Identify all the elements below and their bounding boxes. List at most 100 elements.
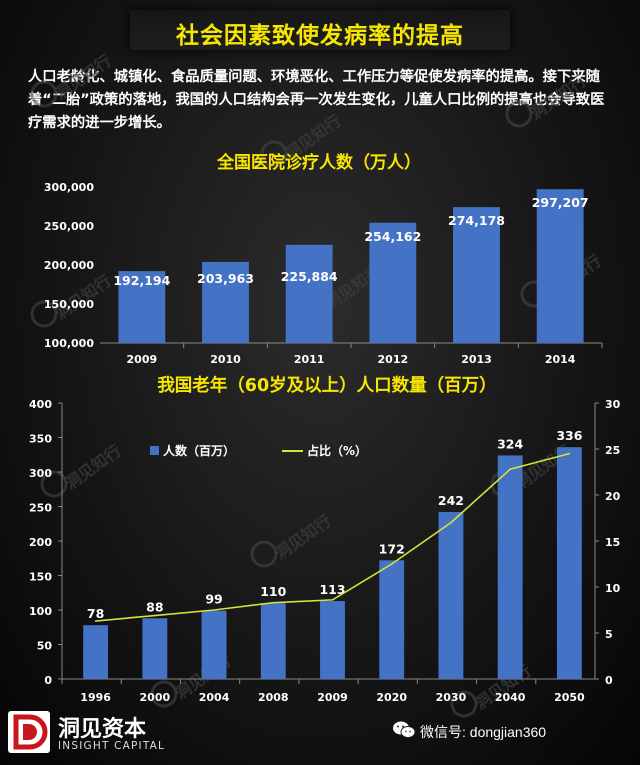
intro-paragraph: 人口老龄化、城镇化、食品质量问题、环境恶化、工作压力等促使发病率的提高。接下来随… [28, 69, 605, 131]
wechat-icon [393, 721, 416, 738]
chart2-y-ticks: 0 50 100 150 200 250 300 350 400 0 5 10 15 20 25 30 [29, 398, 621, 687]
chart2-value-label: 78 [87, 606, 104, 621]
chart1-value-label: 297,207 [532, 195, 589, 210]
legend-bar-swatch [150, 446, 159, 455]
chart1-x-tick-label: 2013 [461, 353, 492, 366]
chart2-x-tick-label: 2004 [199, 691, 230, 704]
chart2-left-tick-label: 300 [29, 467, 52, 480]
chart2-line-point [94, 620, 97, 622]
chart1-value-label: 203,963 [197, 271, 254, 286]
chart2-line-point [509, 468, 511, 471]
chart2-line-point [213, 609, 215, 611]
legend-bar-label: 人数（百万） [163, 443, 235, 458]
chart2-bar [320, 601, 345, 679]
chart2-left-tick-label: 400 [29, 398, 52, 411]
chart1-x-tick-label: 2010 [210, 353, 241, 366]
watermark-text: 洞见知行 [271, 511, 334, 563]
chart2-line-point [331, 599, 334, 601]
chart1-y-tick-label: 300,000 [44, 181, 94, 194]
chart1-x-ticks: 2009 2010 2011 2012 2013 2014 [127, 343, 603, 366]
chart1-y-tick-label: 100,000 [44, 337, 94, 350]
chart1-x-tick-label: 2012 [378, 353, 409, 366]
chart2-value-label: 110 [260, 584, 286, 599]
chart2-x-tick-label: 1996 [80, 691, 111, 704]
chart2-bar [497, 455, 523, 679]
chart1-bar [202, 261, 249, 343]
chart2-right-tick-label: 25 [605, 444, 620, 457]
chart2-left-tick-label: 0 [44, 674, 52, 687]
chart2-value-label: 99 [205, 592, 222, 607]
chart-hospital-visits: 全国医院诊疗人数（万人） 192,194 203,963 225,884 254,16… [44, 152, 603, 366]
brand-name: 洞见资本 [58, 717, 147, 742]
chart2-x-ticks: 1996 2000 2004 2008 2009 2020 2030 2040 2050 [61, 679, 585, 704]
chart2-left-tick-label: 200 [29, 536, 52, 549]
chart2-x-tick-label: 2030 [436, 691, 467, 704]
watermark-icon [30, 300, 58, 328]
chart2-bar [201, 610, 227, 679]
title-banner: 社会因素致使发病率的提高 [130, 10, 510, 50]
chart1-value-label: 225,884 [281, 269, 338, 284]
chart2-bar [556, 447, 582, 679]
chart1-bar [118, 271, 166, 343]
brand-logo-icon [13, 714, 48, 750]
watermark-icon [150, 680, 178, 708]
chart1-value-label: 274,178 [448, 213, 505, 228]
chart2-left-tick-label: 250 [29, 502, 52, 515]
chart2-legend: 人数（百万） 占比（%） [150, 443, 367, 458]
wechat-id: 微信号: dongjian360 [420, 724, 547, 740]
chart2-x-tick-label: 2008 [258, 691, 289, 704]
chart2-left-tick-label: 100 [29, 605, 52, 618]
chart1-y-tick-label: 200,000 [44, 259, 94, 272]
chart1-bar [536, 189, 584, 343]
chart2-line-point [154, 614, 156, 617]
chart2-line-point [390, 563, 393, 565]
watermark-text: 洞见知行 [61, 441, 124, 493]
chart1-bar [285, 244, 333, 343]
chart1-y-ticks: 100,000 150,000 200,000 250,000 300,000 [44, 181, 94, 350]
chart1-bar [369, 222, 417, 343]
chart2-line-point [568, 452, 571, 455]
chart2-right-tick-label: 15 [605, 536, 620, 549]
chart2-right-tick-label: 20 [605, 490, 621, 503]
chart2-value-label: 88 [146, 599, 163, 614]
chart2-bar [83, 625, 109, 679]
chart2-value-label: 172 [379, 541, 405, 556]
watermark-icon [260, 140, 288, 168]
chart2-left-tick-label: 50 [37, 640, 53, 653]
chart2-x-tick-label: 2020 [376, 691, 407, 704]
chart2-bar [260, 603, 286, 679]
chart2-line-point [450, 521, 452, 524]
chart1-y-tick-label: 250,000 [44, 220, 94, 233]
chart2-x-tick-label: 2040 [495, 691, 526, 704]
chart2-right-tick-label: 0 [605, 674, 613, 687]
watermark-text: 洞见知行 [51, 51, 114, 103]
chart2-value-label: 336 [556, 428, 582, 443]
chart1-value-label: 192,194 [113, 273, 170, 288]
chart2-title: 我国老年（60岁及以上）人口数量（百万） [157, 375, 496, 396]
chart1-x-tick-label: 2009 [127, 353, 158, 366]
watermark-icon [450, 690, 478, 718]
brand-logo [8, 711, 50, 753]
legend-line-label: 占比（%） [307, 443, 367, 458]
chart2-bar [142, 618, 168, 679]
chart2-x-tick-label: 2000 [140, 691, 171, 704]
watermark-icon [40, 470, 68, 498]
chart2-right-tick-label: 30 [605, 398, 621, 411]
chart2-value-label: 113 [319, 582, 345, 597]
chart2-left-tick-label: 150 [29, 571, 52, 584]
chart2-bar [379, 560, 405, 679]
chart1-bars: 192,194 203,963 225,884 254,162 274,178 297,2… [113, 189, 589, 343]
chart1-y-tick-label: 150,000 [44, 298, 94, 311]
watermark-icon [250, 540, 278, 568]
brand-name-en: INSIGHT CAPITAL [58, 740, 166, 752]
chart2-right-tick-label: 5 [605, 628, 613, 641]
watermark-icon [505, 100, 533, 128]
chart1-x-tick-label: 2011 [294, 353, 325, 366]
chart2-bar [438, 512, 464, 679]
watermark-text: 洞见知行 [526, 71, 589, 123]
chart2-bars: 78 88 99 110 113 172 242 324 336 [83, 428, 583, 679]
chart2-line-point [272, 601, 275, 604]
watermark-icon [30, 80, 58, 108]
chart1-x-tick-label: 2014 [545, 353, 576, 366]
